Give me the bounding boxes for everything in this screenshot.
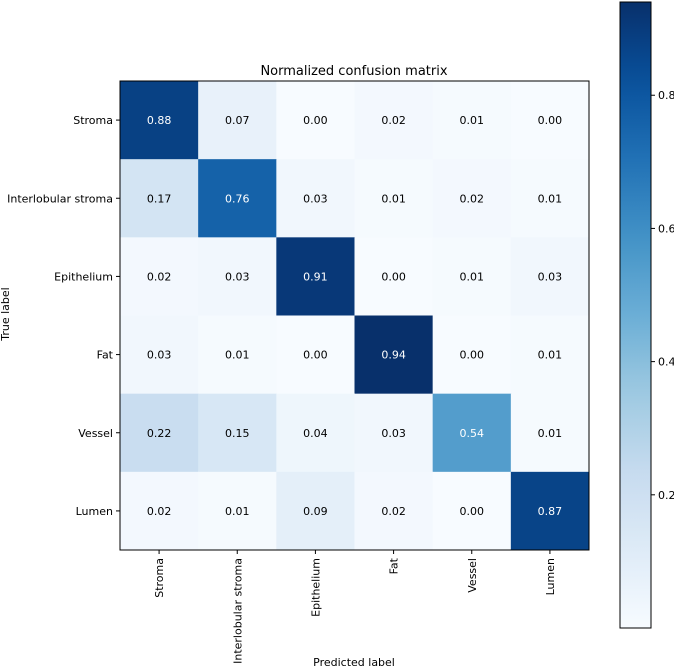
y-tick-label: Stroma <box>73 114 113 127</box>
cell-value-label: 0.01 <box>225 349 250 362</box>
colorbar <box>619 1 652 629</box>
cell-value-label: 0.87 <box>538 505 563 518</box>
heatmap-cell <box>198 159 277 238</box>
cell-value-label: 0.03 <box>381 427 406 440</box>
cell-value-label: 0.01 <box>538 427 563 440</box>
y-tick-label: Lumen <box>76 505 113 518</box>
cell-value-label: 0.02 <box>460 192 485 205</box>
cell-value-label: 0.22 <box>147 427 172 440</box>
colorbar-tick-label: 0.4 <box>658 356 674 369</box>
cell-value-label: 0.03 <box>538 270 563 283</box>
y-axis-label: True label <box>0 287 12 341</box>
colorbar-tick-label: 0.6 <box>658 222 674 235</box>
cell-value-label: 0.00 <box>381 270 406 283</box>
x-tick-label: Interlobular stroma <box>231 558 244 664</box>
heatmap-cell <box>354 315 434 395</box>
heatmap-cell <box>510 81 590 160</box>
cell-value-label: 0.03 <box>303 192 328 205</box>
heatmap-cell <box>432 471 512 551</box>
heatmap-cell <box>510 315 590 395</box>
y-tick-label: Vessel <box>78 427 113 440</box>
x-tick-label: Stroma <box>153 558 166 598</box>
cell-value-label: 0.17 <box>147 192 172 205</box>
cell-value-label: 0.01 <box>460 114 485 127</box>
cell-value-label: 0.01 <box>538 192 563 205</box>
x-axis-ticks: Stroma Interlobular stroma Epithelium Fat Ve… <box>153 550 557 664</box>
cell-value-label: 0.54 <box>460 427 485 440</box>
cell-value-label: 0.00 <box>460 349 485 362</box>
cell-value-label: 0.02 <box>381 505 406 518</box>
cell-value-label: 0.94 <box>381 349 406 362</box>
heatmap-cell <box>198 471 277 551</box>
cell-value-label: 0.02 <box>381 114 406 127</box>
heatmap-cell <box>120 471 199 551</box>
heatmap-cell <box>276 315 355 395</box>
heatmap-cells <box>120 81 590 551</box>
cell-value-labels: 0.88 0.07 0.00 0.02 0.01 0.00 0.17 0.76 0.03 0.01… <box>147 114 562 518</box>
heatmap-cell <box>198 393 277 473</box>
cell-value-label: 0.01 <box>538 349 563 362</box>
colorbar-ticks: 0.2 0.4 0.6 0.8 <box>651 89 674 502</box>
heatmap-cell <box>432 393 512 473</box>
heatmap-cell <box>510 159 590 238</box>
y-axis-ticks: Stroma Interlobular stroma Epithelium Fat Ve… <box>7 114 120 518</box>
cell-value-label: 0.15 <box>225 427 250 440</box>
x-tick-label: Fat <box>388 557 401 574</box>
heatmap-cell <box>120 315 199 395</box>
colorbar-tick-label: 0.2 <box>658 489 674 502</box>
plot-frame <box>119 80 590 551</box>
heatmap-cell <box>510 471 590 551</box>
cell-value-label: 0.88 <box>147 114 172 127</box>
heatmap-cell <box>510 237 590 316</box>
heatmap-cell <box>198 237 277 316</box>
heatmap-cell <box>198 315 277 395</box>
cell-value-label: 0.09 <box>303 505 328 518</box>
cell-value-label: 0.00 <box>538 114 563 127</box>
cell-value-label: 0.00 <box>460 505 485 518</box>
x-axis-label: Predicted label <box>313 656 395 667</box>
heatmap-cell <box>432 237 512 316</box>
heatmap-cell <box>354 393 434 473</box>
cell-value-label: 0.76 <box>225 192 250 205</box>
x-tick-label: Vessel <box>466 558 479 593</box>
heatmap-cell <box>354 159 434 238</box>
heatmap-cell <box>276 237 355 316</box>
cell-value-label: 0.00 <box>303 114 328 127</box>
x-tick-label: Lumen <box>544 558 557 595</box>
cell-value-label: 0.91 <box>303 270 328 283</box>
cell-value-label: 0.03 <box>225 270 250 283</box>
heatmap-cell <box>120 159 199 238</box>
cell-value-label: 0.01 <box>460 270 485 283</box>
cell-value-label: 0.01 <box>381 192 406 205</box>
cell-value-label: 0.00 <box>303 349 328 362</box>
heatmap-cell <box>276 81 355 160</box>
heatmap-cell <box>354 237 434 316</box>
x-tick-label: Epithelium <box>309 558 322 617</box>
y-tick-label: Epithelium <box>54 270 113 283</box>
heatmap-cell <box>198 81 277 160</box>
heatmap-cell <box>432 81 512 160</box>
chart-title: Normalized confusion matrix <box>260 64 447 79</box>
heatmap-cell <box>120 393 199 473</box>
cell-value-label: 0.02 <box>147 505 172 518</box>
cell-value-label: 0.02 <box>147 270 172 283</box>
heatmap-cell <box>120 81 199 160</box>
y-tick-label: Fat <box>97 349 114 362</box>
colorbar-tick-label: 0.8 <box>658 89 674 102</box>
heatmap-cell <box>432 159 512 238</box>
heatmap-cell <box>432 315 512 395</box>
cell-value-label: 0.04 <box>303 427 328 440</box>
heatmap-cell <box>510 393 590 473</box>
cell-value-label: 0.07 <box>225 114 250 127</box>
heatmap-cell <box>354 471 434 551</box>
cell-value-label: 0.03 <box>147 349 172 362</box>
y-tick-label: Interlobular stroma <box>7 192 113 205</box>
heatmap-cell <box>120 237 199 316</box>
heatmap-cell <box>276 159 355 238</box>
heatmap-cell <box>354 81 434 160</box>
cell-value-label: 0.01 <box>225 505 250 518</box>
heatmap-cell <box>276 393 355 473</box>
heatmap-cell <box>276 471 355 551</box>
